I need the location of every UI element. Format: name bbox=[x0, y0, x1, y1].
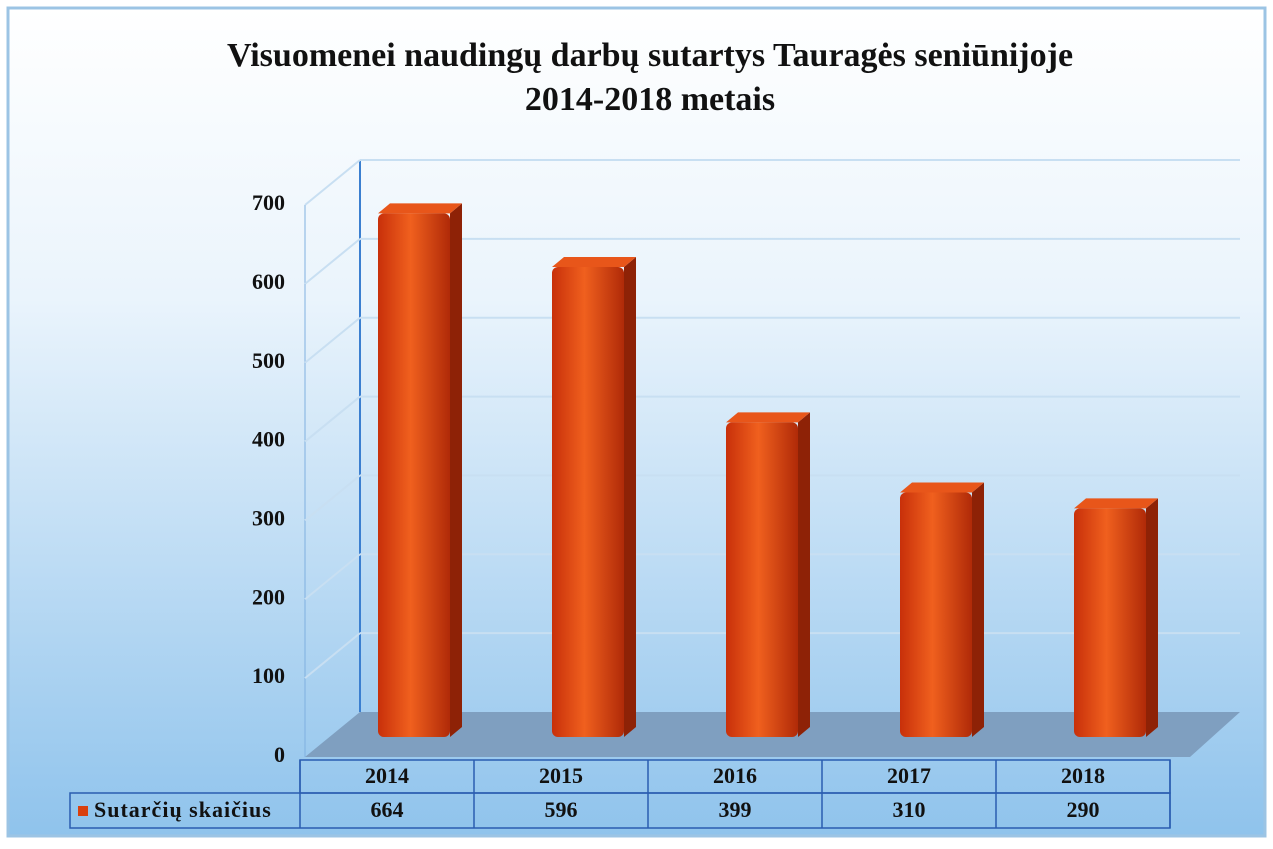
y-tick-label: 400 bbox=[252, 427, 285, 452]
bar-side bbox=[798, 412, 810, 737]
table-value: 399 bbox=[719, 797, 752, 822]
bar-side bbox=[450, 203, 462, 738]
y-tick-label: 600 bbox=[252, 269, 285, 294]
y-tick-label: 0 bbox=[274, 742, 285, 767]
table-value: 596 bbox=[545, 797, 578, 822]
grid-line-side bbox=[304, 238, 361, 285]
bar-side bbox=[624, 257, 636, 737]
grid-line-side bbox=[304, 159, 361, 206]
table-value: 310 bbox=[893, 797, 926, 822]
y-tick-label: 100 bbox=[252, 663, 285, 688]
grid-line-side bbox=[304, 632, 361, 679]
frame bbox=[6, 6, 1267, 838]
bar-top bbox=[378, 203, 462, 214]
bar bbox=[378, 213, 450, 738]
bar-top bbox=[552, 257, 636, 268]
y-tick-label: 300 bbox=[252, 505, 285, 530]
chart-title: Visuomenei naudingų darbų sutartys Taura… bbox=[227, 37, 1073, 74]
x-tick-label: 2017 bbox=[887, 763, 931, 788]
x-tick-label: 2016 bbox=[713, 763, 757, 788]
bar-top bbox=[1074, 498, 1158, 509]
grid-line-side bbox=[304, 553, 361, 601]
grid-line-side bbox=[304, 395, 361, 443]
x-tick-label: 2018 bbox=[1061, 763, 1105, 788]
legend-label: Sutarčių skaičius bbox=[94, 797, 272, 822]
table-value: 290 bbox=[1067, 797, 1100, 822]
bar-side bbox=[1146, 498, 1158, 737]
chart-title: 2014-2018 metais bbox=[525, 81, 775, 118]
grid-line-side bbox=[304, 474, 361, 522]
x-tick-label: 2015 bbox=[539, 763, 583, 788]
bar bbox=[552, 267, 624, 737]
legend-swatch bbox=[78, 806, 88, 816]
y-tick-label: 500 bbox=[252, 348, 285, 373]
bar bbox=[726, 422, 798, 737]
grid-line-side bbox=[304, 316, 361, 364]
bar-top bbox=[900, 482, 984, 493]
y-tick-label: 200 bbox=[252, 584, 285, 609]
y-tick-label: 700 bbox=[252, 190, 285, 215]
x-tick-label: 2014 bbox=[365, 763, 409, 788]
bar-side bbox=[972, 482, 984, 737]
table-value: 664 bbox=[371, 797, 404, 822]
bar bbox=[900, 492, 972, 737]
bar-top bbox=[726, 412, 810, 423]
bar bbox=[1074, 508, 1146, 737]
